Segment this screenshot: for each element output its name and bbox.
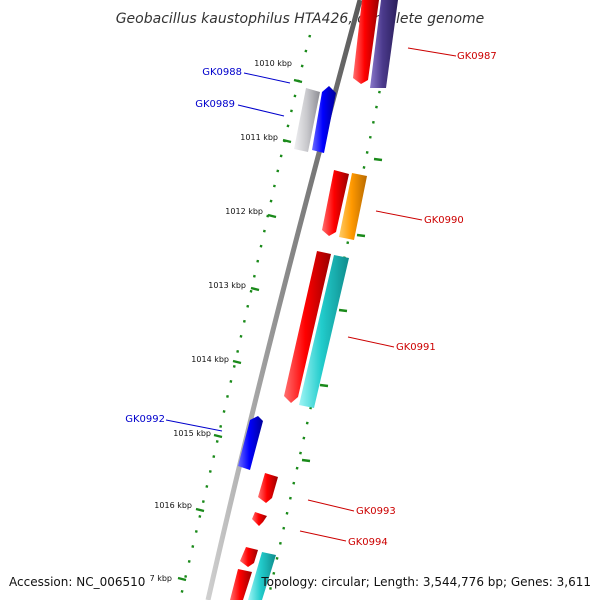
leader-gk0990 — [375, 210, 423, 221]
gene-label-gk0991[interactable]: GK0991 — [396, 342, 436, 353]
genome-title: Geobacillus kaustophilus HTA426, complet… — [116, 11, 485, 27]
outer-tick — [319, 383, 329, 388]
major-tick — [213, 433, 223, 439]
gene-gk0988[interactable] — [312, 86, 336, 153]
gene-gk0991[interactable] — [284, 251, 331, 403]
gene-label-gk0993[interactable]: GK0993 — [356, 506, 396, 517]
leader-gk0989 — [237, 104, 285, 117]
cog-bar-gk0990 — [339, 173, 367, 240]
tick-label: 1010 kbp — [254, 59, 292, 68]
gene-label-gk0990[interactable]: GK0990 — [424, 215, 464, 226]
accession-text: Accession: NC_006510 — [9, 575, 145, 589]
gene-label-gk0988[interactable]: GK0988 — [202, 67, 242, 78]
outer-tick — [338, 308, 348, 313]
gene-label-gk0992[interactable]: GK0992 — [125, 414, 165, 425]
gene-label-gk0994[interactable]: GK0994 — [348, 537, 388, 548]
leader-gk0987 — [407, 47, 457, 57]
outer-major-ticks — [301, 157, 383, 463]
gene-gk0989[interactable] — [294, 88, 320, 152]
cog-bar-gk0987 — [370, 0, 398, 88]
tick-label: 1016 kbp — [154, 501, 192, 510]
tick-label: 1013 kbp — [208, 281, 246, 290]
major-tick — [282, 138, 292, 144]
major-ticks — [177, 78, 303, 582]
outer-tick — [356, 233, 366, 238]
tick-label: 1014 kbp — [191, 355, 229, 364]
topology-text: Topology: circular; Length: 3,544,776 bp… — [260, 575, 591, 589]
leader-gk0993 — [307, 499, 355, 512]
cog-bar-gk0991 — [299, 255, 349, 408]
gene-gk0994[interactable] — [252, 512, 267, 526]
gene-gk0990[interactable] — [322, 170, 349, 236]
gene-gk0992[interactable] — [238, 416, 263, 470]
leader-gk0991 — [347, 336, 395, 348]
major-tick — [232, 359, 242, 365]
leader-gk0994 — [299, 530, 347, 542]
tick-label: 1015 kbp — [173, 429, 211, 438]
cog-bar-bottom — [248, 552, 276, 600]
gene-bottom-a — [240, 547, 258, 567]
tick-label: 7 kbp — [150, 574, 172, 583]
outer-tick — [301, 458, 311, 463]
inner-tick-ring — [178, 34, 312, 600]
gene-gk0987[interactable] — [353, 0, 379, 84]
tick-label: 1011 kbp — [240, 133, 278, 142]
leader-lines — [165, 47, 457, 542]
major-tick — [250, 286, 260, 292]
leader-gk0992 — [165, 419, 223, 432]
major-tick — [177, 576, 187, 582]
tick-label: 1012 kbp — [225, 207, 263, 216]
major-tick — [267, 213, 277, 219]
genome-backbone — [205, 0, 363, 600]
leader-gk0988 — [243, 72, 291, 84]
gene-label-gk0989[interactable]: GK0989 — [195, 99, 235, 110]
gene-bottom-b — [230, 569, 252, 600]
major-tick — [195, 507, 205, 513]
outer-tick — [373, 157, 383, 162]
gene-label-gk0987[interactable]: GK0987 — [457, 51, 497, 62]
major-tick — [293, 78, 303, 84]
gene-gk0993[interactable] — [258, 473, 278, 503]
